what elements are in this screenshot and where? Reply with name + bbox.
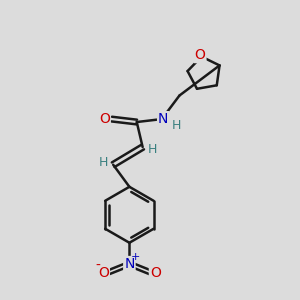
Text: N: N [158, 112, 168, 126]
Text: O: O [150, 266, 161, 280]
Text: O: O [99, 112, 110, 126]
Text: O: O [98, 266, 109, 280]
Text: -: - [95, 259, 100, 273]
Text: H: H [172, 119, 181, 132]
Text: H: H [99, 156, 109, 169]
Text: +: + [130, 253, 140, 262]
Text: H: H [147, 143, 157, 156]
Text: O: O [195, 48, 206, 62]
Text: N: N [124, 257, 135, 271]
